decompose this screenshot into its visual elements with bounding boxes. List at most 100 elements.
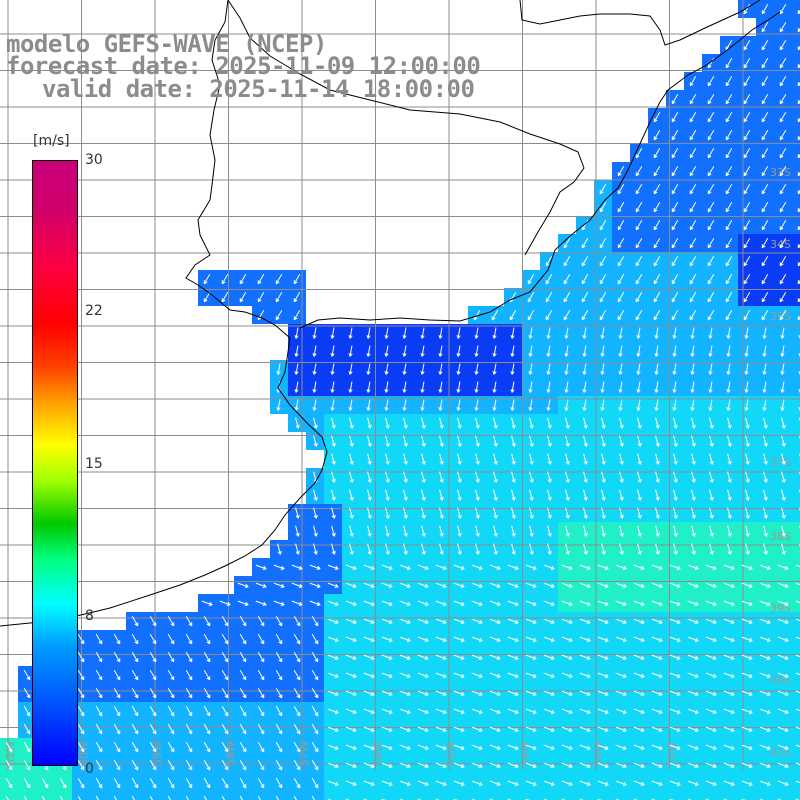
wind-arrow: [95, 633, 103, 645]
wind-arrow: [453, 582, 465, 588]
wind-arrow: [707, 129, 715, 141]
wind-arrow: [489, 726, 501, 732]
wind-arrow: [113, 651, 121, 663]
wind-arrow: [381, 582, 393, 588]
wind-arrow: [131, 615, 139, 627]
wind-arrow: [691, 525, 696, 537]
wind-speed-cell: [522, 792, 540, 800]
wind-arrow: [507, 780, 519, 786]
wind-arrow: [507, 636, 519, 642]
lon-label: 57W: [298, 741, 311, 766]
wind-speed-cell: [792, 468, 800, 486]
wind-arrow: [421, 543, 426, 555]
wind-arrow: [381, 744, 393, 750]
wind-arrow: [525, 618, 537, 624]
wind-arrow: [655, 417, 660, 429]
wind-arrow: [399, 744, 411, 750]
wind-arrow: [654, 345, 659, 357]
wind-speed-cell: [774, 792, 792, 800]
wind-arrow: [294, 345, 299, 357]
wind-arrow: [366, 399, 371, 411]
wind-arrow: [113, 723, 121, 735]
wind-arrow: [745, 453, 750, 465]
wind-arrow: [759, 600, 771, 606]
wind-arrow: [615, 762, 627, 768]
wind-arrow: [149, 633, 157, 645]
wind-arrow: [763, 525, 768, 537]
wind-arrow: [723, 636, 735, 642]
wind-arrow: [561, 708, 573, 714]
wind-arrow: [507, 744, 519, 750]
wind-arrow: [95, 669, 103, 681]
wind-arrow: [743, 201, 751, 213]
wind-arrow: [651, 654, 663, 660]
wind-arrow: [635, 255, 643, 267]
wind-arrow: [185, 651, 193, 663]
wind-arrow: [257, 759, 265, 771]
wind-arrow: [367, 525, 372, 537]
wind-arrow: [185, 759, 193, 771]
wind-arrow: [327, 744, 339, 750]
wind-arrow: [345, 672, 357, 678]
wind-arrow: [295, 507, 300, 519]
wind-arrow: [255, 600, 267, 606]
wind-arrow: [743, 39, 751, 51]
wind-arrow: [331, 453, 336, 465]
wind-arrow: [543, 618, 555, 624]
wind-arrow: [633, 600, 645, 606]
wind-arrow: [293, 669, 301, 681]
wind-arrow: [709, 417, 714, 429]
wind-arrow: [743, 291, 751, 303]
wind-arrow: [707, 147, 715, 159]
border-line: [227, 0, 585, 256]
wind-arrow: [453, 636, 465, 642]
wind-arrow: [561, 618, 573, 624]
wind-speed-cell: [126, 792, 144, 800]
wind-arrow: [381, 762, 393, 768]
wind-arrow: [600, 363, 605, 375]
wind-arrow: [707, 291, 715, 303]
wind-arrow: [707, 219, 715, 231]
wind-arrow: [705, 654, 717, 660]
wind-arrow: [651, 600, 663, 606]
wind-arrow: [293, 633, 301, 645]
wind-arrow: [311, 777, 319, 789]
wind-arrow: [327, 582, 339, 588]
wind-arrow: [385, 417, 390, 429]
wind-arrow: [511, 543, 516, 555]
wind-arrow: [619, 525, 624, 537]
wind-arrow: [417, 564, 429, 570]
wind-arrow: [77, 687, 85, 699]
wind-arrow: [257, 669, 265, 681]
wind-arrow: [95, 687, 103, 699]
wind-arrow: [403, 435, 408, 447]
wind-arrow: [725, 111, 733, 123]
wind-arrow: [777, 600, 789, 606]
wind-arrow: [705, 708, 717, 714]
wind-arrow: [525, 744, 537, 750]
wind-arrow: [327, 780, 339, 786]
wind-arrow: [367, 471, 372, 483]
wind-arrow: [707, 183, 715, 195]
wind-speed-cell: [342, 792, 360, 800]
wind-arrow: [689, 273, 697, 285]
wind-speed-cell: [792, 180, 800, 198]
wind-arrow: [385, 507, 390, 519]
wind-speed-cell: [414, 792, 432, 800]
wind-arrow: [777, 780, 789, 786]
wind-speed-cell: [792, 630, 800, 648]
wind-arrow: [633, 654, 645, 660]
wind-arrow: [402, 327, 407, 339]
wind-arrow: [708, 381, 713, 393]
wind-arrow: [453, 762, 465, 768]
wind-arrow: [366, 345, 371, 357]
wind-arrow: [779, 75, 787, 87]
wind-arrow: [617, 273, 625, 285]
wind-arrow: [637, 507, 642, 519]
wind-arrow: [384, 345, 389, 357]
wind-arrow: [781, 435, 786, 447]
wind-arrow: [635, 165, 643, 177]
wind-arrow: [672, 327, 677, 339]
wind-arrow: [313, 435, 318, 447]
wind-arrow: [345, 762, 357, 768]
